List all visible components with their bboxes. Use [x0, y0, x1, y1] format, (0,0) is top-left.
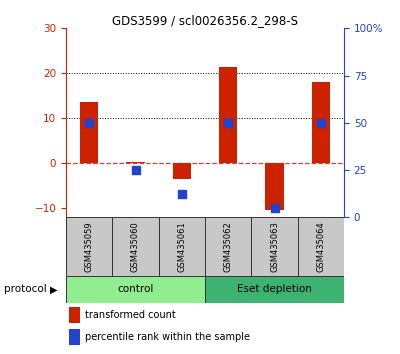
Text: GSM435060: GSM435060	[131, 221, 140, 272]
Text: percentile rank within the sample: percentile rank within the sample	[86, 332, 250, 342]
Bar	[205, 276, 344, 303]
Bar	[159, 217, 205, 276]
Bar	[126, 162, 145, 163]
Point	[318, 120, 324, 126]
Title: GDS3599 / scl0026356.2_298-S: GDS3599 / scl0026356.2_298-S	[112, 14, 298, 27]
Text: GSM435063: GSM435063	[270, 221, 279, 272]
Bar	[298, 217, 344, 276]
Bar	[312, 82, 330, 163]
Point	[179, 191, 185, 196]
Bar	[265, 163, 284, 210]
Bar	[112, 217, 159, 276]
Bar	[69, 307, 80, 322]
Bar	[219, 67, 238, 163]
Point	[132, 167, 139, 173]
Point	[225, 120, 231, 126]
Bar	[205, 217, 251, 276]
Text: GSM435062: GSM435062	[224, 221, 233, 272]
Bar	[69, 329, 80, 345]
Bar	[66, 217, 112, 276]
Text: transformed count: transformed count	[86, 310, 176, 320]
Text: ▶: ▶	[50, 284, 58, 295]
Bar	[172, 163, 191, 179]
Point	[271, 205, 278, 211]
Bar	[66, 276, 205, 303]
Text: Eset depletion: Eset depletion	[237, 284, 312, 295]
Text: GSM435061: GSM435061	[177, 221, 186, 272]
Point	[86, 120, 92, 126]
Text: protocol: protocol	[4, 284, 47, 295]
Text: GSM435064: GSM435064	[316, 221, 325, 272]
Bar	[251, 217, 298, 276]
Text: GSM435059: GSM435059	[85, 221, 94, 272]
Text: control: control	[117, 284, 154, 295]
Bar	[80, 103, 98, 163]
